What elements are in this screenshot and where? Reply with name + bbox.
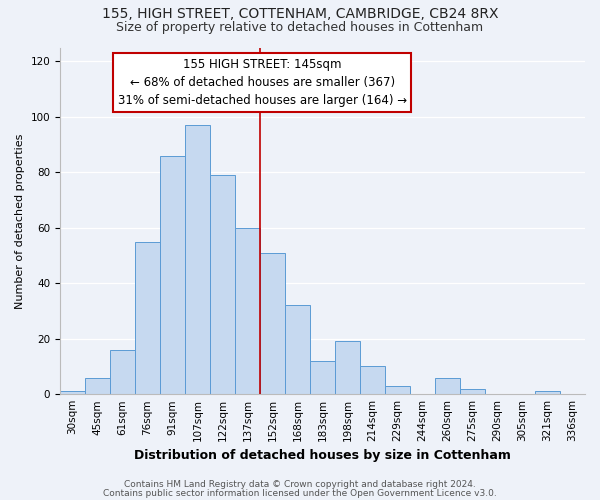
Bar — [435, 378, 460, 394]
Bar — [385, 386, 410, 394]
Bar — [535, 392, 560, 394]
Text: Contains HM Land Registry data © Crown copyright and database right 2024.: Contains HM Land Registry data © Crown c… — [124, 480, 476, 489]
Bar — [85, 378, 110, 394]
Bar — [360, 366, 385, 394]
Bar — [335, 342, 360, 394]
Y-axis label: Number of detached properties: Number of detached properties — [15, 133, 25, 308]
Text: 155, HIGH STREET, COTTENHAM, CAMBRIDGE, CB24 8RX: 155, HIGH STREET, COTTENHAM, CAMBRIDGE, … — [102, 8, 498, 22]
Bar — [460, 388, 485, 394]
Bar — [185, 125, 210, 394]
Text: Contains public sector information licensed under the Open Government Licence v3: Contains public sector information licen… — [103, 488, 497, 498]
Text: 155 HIGH STREET: 145sqm
← 68% of detached houses are smaller (367)
31% of semi-d: 155 HIGH STREET: 145sqm ← 68% of detache… — [118, 58, 407, 107]
Bar — [285, 306, 310, 394]
Bar — [160, 156, 185, 394]
Bar — [260, 252, 285, 394]
Bar — [310, 361, 335, 394]
Bar — [135, 242, 160, 394]
Bar — [110, 350, 135, 394]
X-axis label: Distribution of detached houses by size in Cottenham: Distribution of detached houses by size … — [134, 450, 511, 462]
Text: Size of property relative to detached houses in Cottenham: Size of property relative to detached ho… — [116, 22, 484, 35]
Bar — [235, 228, 260, 394]
Bar — [60, 392, 85, 394]
Bar — [210, 175, 235, 394]
